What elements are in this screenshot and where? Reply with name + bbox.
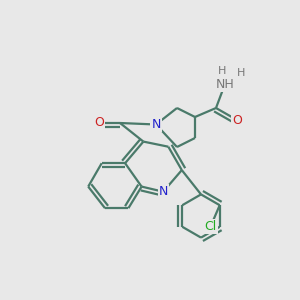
Text: O: O [232, 113, 242, 127]
Text: NH: NH [216, 77, 234, 91]
Text: H: H [218, 65, 226, 76]
Text: H: H [237, 68, 246, 79]
Text: Cl: Cl [205, 220, 217, 233]
Text: N: N [158, 185, 168, 198]
Text: N: N [151, 118, 161, 131]
Text: O: O [94, 116, 104, 130]
